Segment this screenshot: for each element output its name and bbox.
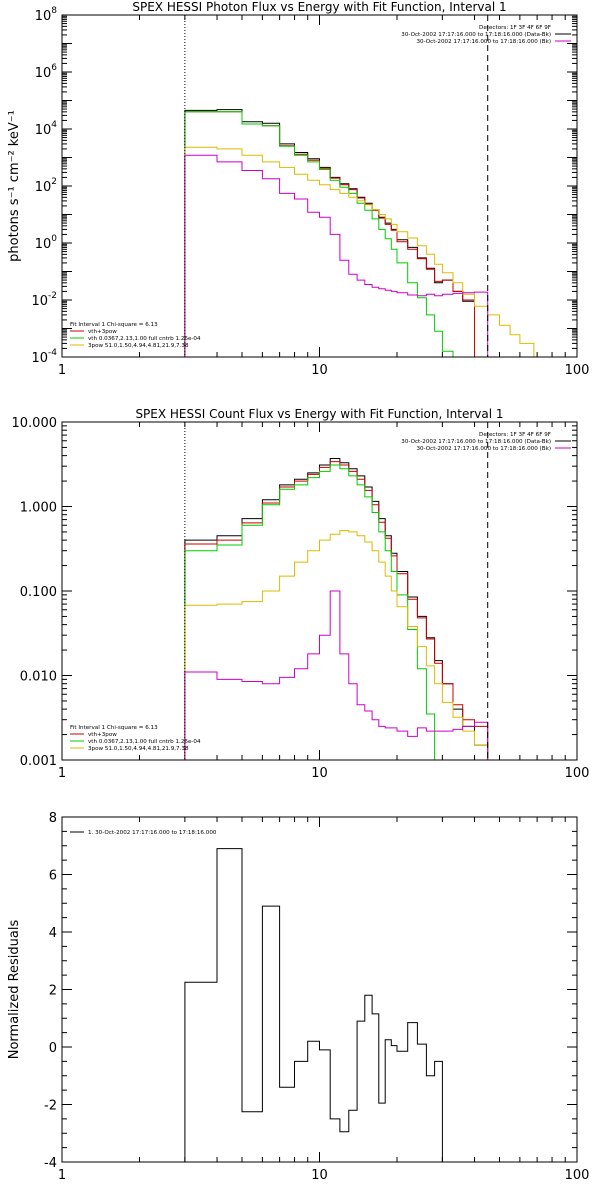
chart-2-ytick-label: 0.100 xyxy=(20,585,57,600)
chart-2-ytick-base: 0.001 xyxy=(20,754,57,769)
chart-3-ytick-label: 6 xyxy=(49,869,57,884)
chart-1-legend-legend_top_right-label: Detectors: 1F 3F 4F 6F 9F xyxy=(479,25,551,31)
chart-2-xtick-label: 1 xyxy=(58,766,66,781)
chart-1-ytick-exp: 4 xyxy=(51,120,57,130)
chart-2-ytick-base: 10.000 xyxy=(12,416,58,431)
chart-3-ytick-label: 8 xyxy=(49,811,57,826)
chart-3-frame xyxy=(61,816,578,1163)
chart-3-xtick-label: 1 xyxy=(58,1168,66,1183)
chart-3-ytick-base: 8 xyxy=(49,811,57,826)
chart-3-ytick-base: 6 xyxy=(49,869,57,884)
chart-2-series-4-line xyxy=(184,530,489,760)
chart-2: SPEX HESSI Count Flux vs Energy with Fit… xyxy=(12,407,590,781)
chart-2-title: SPEX HESSI Count Flux vs Energy with Fit… xyxy=(135,407,503,421)
chart-2-series-3-line xyxy=(184,464,488,760)
chart-1-ytick-base: 10 xyxy=(31,294,48,309)
chart-1-ytick-exp: 2 xyxy=(51,177,57,187)
chart-2-series-2-line xyxy=(184,461,489,760)
chart-3-series-1-line xyxy=(184,848,443,1162)
chart-1-series-5-line xyxy=(184,154,489,357)
chart-1-series-4-line xyxy=(184,146,555,357)
chart-1-legend-legend_bottom_left-label: vth 0.0367,2.13,1.00 full cntrb 1.26e-04 xyxy=(88,336,201,342)
chart-2-xtick-label: 10 xyxy=(311,766,328,781)
chart-2-series-1-line xyxy=(184,458,489,760)
chart-1-ytick-exp: 0 xyxy=(51,234,57,244)
chart-3-ytick-base: -2 xyxy=(44,1099,57,1114)
chart-3-ytick-label: -2 xyxy=(44,1099,57,1114)
chart-1-series-3-line xyxy=(184,111,488,357)
chart-1-ytick-exp: 8 xyxy=(51,6,57,16)
chart-2-ytick-label: 1.000 xyxy=(20,501,57,516)
chart-2-series-5-line xyxy=(184,590,489,760)
chart-3-ytick-label: -4 xyxy=(44,1156,57,1171)
chart-1-frame xyxy=(61,14,578,358)
chart-1-ytick-base: 10 xyxy=(35,237,52,252)
chart-1-legend-legend_bottom_left-label: 3pow 51.0,1.50,4.94,4.81,21.9,7.38 xyxy=(88,343,189,349)
chart-3-ytick-base: 0 xyxy=(49,1041,57,1056)
chart-1: SPEX HESSI Photon Flux vs Energy with Fi… xyxy=(7,0,589,378)
chart-3-ytick-label: 4 xyxy=(49,926,57,941)
chart-2-ytick-base: 1.000 xyxy=(20,501,57,516)
chart-2-ytick-base: 0.100 xyxy=(20,585,57,600)
chart-2-ytick-base: 0.010 xyxy=(20,670,57,685)
chart-1-ytick-base: 10 xyxy=(35,9,52,24)
chart-3-ytick-label: 2 xyxy=(49,984,57,999)
chart-1-ytick-base: 10 xyxy=(35,66,52,81)
chart-1-legend-legend_bottom_left-label: Fit Interval 1 Chi-square = 6.13 xyxy=(70,322,158,328)
chart-1-ytick-label: 108 xyxy=(35,6,58,24)
chart-1-ytick-base: 10 xyxy=(31,351,48,366)
chart-2-xtick-label: 100 xyxy=(565,766,590,781)
chart-3-ytick-base: -4 xyxy=(44,1156,57,1171)
chart-3: Normalized Residuals 1 10 100 -4 -2 0 2 4 6 8 1. 30… xyxy=(7,811,589,1183)
chart-1-ytick-base: 10 xyxy=(35,123,52,138)
chart-2-ytick-label: 0.001 xyxy=(20,754,57,769)
chart-1-ytick-label: 10-2 xyxy=(31,291,57,309)
chart-1-legend-legend_top_right-label: 30-Oct-2002 17:17:16.000 to 17:18:16.000… xyxy=(401,32,551,38)
chart-2-legend-legend_top_right-label: 30-Oct-2002 17:17:16.000 to 17:18:16.000… xyxy=(401,439,551,445)
chart-1-ytick-label: 104 xyxy=(35,120,58,138)
chart-1-ytick-label: 100 xyxy=(35,234,58,252)
chart-2-legend-legend_bottom_left-label: vth 0.0367,2.13,1.00 full cntrb 1.26e-04 xyxy=(88,739,201,745)
chart-2-legend-legend_bottom_left-label: Fit Interval 1 Chi-square = 6.13 xyxy=(70,725,158,731)
chart-3-legend-legend_top_left-label: 1. 30-Oct-2002 17:17:16.000 to 17:18:16.… xyxy=(88,830,217,836)
chart-1-ytick-label: 10-4 xyxy=(31,348,57,366)
chart-3-xtick-label: 100 xyxy=(565,1168,590,1183)
chart-2-ytick-label: 0.010 xyxy=(20,670,57,685)
chart-2-frame xyxy=(61,421,578,761)
chart-3-xtick-label: 10 xyxy=(311,1168,328,1183)
chart-3-ytick-base: 2 xyxy=(49,984,57,999)
chart-1-ytick-label: 102 xyxy=(35,177,57,195)
chart-1-legend-legend_bottom_left-label: vth+3pow xyxy=(88,329,117,335)
chart-1-legend-legend_top_right-label: 30-Oct-2002 17:17:16.000 to 17:18:16.000… xyxy=(416,39,551,45)
chart-1-xtick-label: 100 xyxy=(565,363,590,378)
chart-3-ytick-base: 4 xyxy=(49,926,57,941)
chart-1-ytick-label: 106 xyxy=(35,63,58,81)
chart-2-legend-legend_top_right-label: 30-Oct-2002 17:17:16.000 to 17:18:16.000… xyxy=(416,446,551,452)
chart-1-ylabel: photons s⁻¹ cm⁻² keV⁻¹ xyxy=(7,110,22,262)
chart-1-xtick-label: 1 xyxy=(58,363,66,378)
chart-1-title: SPEX HESSI Photon Flux vs Energy with Fi… xyxy=(132,0,506,14)
chart-2-legend-legend_top_right-label: Detectors: 1F 3F 4F 6F 9F xyxy=(479,432,551,438)
chart-3-ytick-label: 0 xyxy=(49,1041,57,1056)
chart-2-legend-legend_bottom_left-label: vth+3pow xyxy=(88,732,117,738)
chart-1-xtick-label: 10 xyxy=(311,363,328,378)
chart-1-ytick-exp: 6 xyxy=(51,63,57,73)
chart-1-ytick-exp: -4 xyxy=(48,348,57,358)
chart-3-ylabel: Normalized Residuals xyxy=(7,920,22,1060)
chart-1-ytick-exp: -2 xyxy=(48,291,57,301)
chart-2-ytick-label: 10.000 xyxy=(12,416,58,431)
chart-1-ytick-base: 10 xyxy=(35,180,52,195)
chart-2-legend-legend_bottom_left-label: 3pow 51.0,1.50,4.94,4.81,21.9,7.38 xyxy=(88,746,189,752)
